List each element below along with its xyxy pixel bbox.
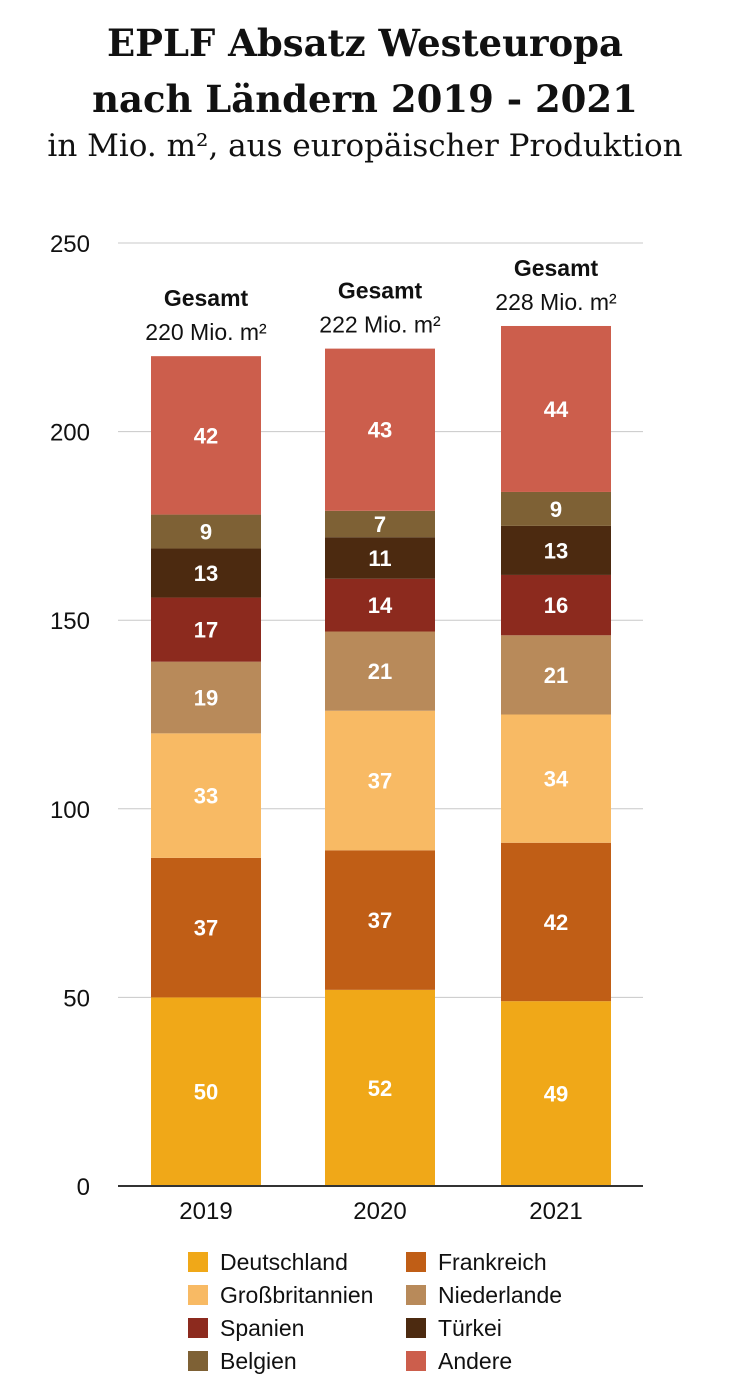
legend-swatch bbox=[406, 1284, 426, 1305]
data-label-2019-großbritannien: 33 bbox=[194, 784, 218, 809]
bar-2021-niederlande bbox=[501, 635, 611, 715]
bar-2019-türkei bbox=[151, 548, 261, 598]
legend-item-spanien: Spanien bbox=[188, 1312, 304, 1344]
legend-swatch bbox=[406, 1317, 426, 1338]
legend-swatch bbox=[188, 1251, 208, 1272]
data-label-2019-andere: 42 bbox=[194, 423, 218, 448]
data-label-2019-türkei: 13 bbox=[194, 561, 218, 586]
total-label-2021: Gesamt bbox=[514, 255, 599, 281]
data-label-2021-spanien: 16 bbox=[544, 593, 568, 618]
data-label-2019-spanien: 17 bbox=[194, 618, 218, 643]
data-label-2021-großbritannien: 34 bbox=[544, 767, 569, 792]
bar-2020-frankreich bbox=[325, 850, 435, 990]
data-label-2021-andere: 44 bbox=[544, 397, 569, 422]
legend-label: Spanien bbox=[220, 1315, 305, 1341]
bar-2019-andere bbox=[151, 356, 261, 515]
data-label-2020-niederlande: 21 bbox=[368, 659, 392, 684]
legend-label: Türkei bbox=[438, 1315, 502, 1341]
bar-2020-deutschland bbox=[325, 989, 435, 1186]
bar-2021-türkei bbox=[501, 525, 611, 575]
data-label-2021-niederlande: 21 bbox=[544, 663, 568, 688]
data-label-2020-andere: 43 bbox=[368, 418, 392, 443]
bar-2019-deutschland bbox=[151, 997, 261, 1186]
data-label-2019-frankreich: 37 bbox=[194, 916, 218, 941]
chart-title-line-2: nach Ländern 2019 - 2021 bbox=[92, 77, 638, 121]
legend-swatch bbox=[188, 1317, 208, 1338]
data-label-2021-deutschland: 49 bbox=[544, 1082, 568, 1107]
data-label-2021-türkei: 13 bbox=[544, 538, 568, 563]
legend-item-andere: Andere bbox=[406, 1345, 512, 1377]
legend-item-großbritannien: Großbritannien bbox=[188, 1279, 373, 1311]
data-label-2021-frankreich: 42 bbox=[544, 910, 568, 935]
x-tick-label-2021: 2021 bbox=[529, 1198, 582, 1225]
y-tick-label-100: 100 bbox=[50, 797, 90, 824]
total-value-2021: 228 Mio. m² bbox=[495, 289, 617, 315]
chart-title-line-1: EPLF Absatz Westeuropa bbox=[106, 21, 623, 65]
bar-2020-spanien bbox=[325, 578, 435, 632]
legend-swatch bbox=[188, 1350, 208, 1371]
data-label-2021-belgien: 9 bbox=[550, 497, 562, 522]
total-value-2019: 220 Mio. m² bbox=[145, 319, 267, 345]
legend-label: Andere bbox=[438, 1348, 513, 1374]
bar-2019-großbritannien bbox=[151, 733, 261, 858]
legend-label: Niederlande bbox=[438, 1282, 563, 1308]
bar-2021-andere bbox=[501, 325, 611, 492]
legend-label: Deutschland bbox=[220, 1249, 348, 1275]
bar-2020-niederlande bbox=[325, 631, 435, 711]
bar-2019-belgien bbox=[151, 514, 261, 549]
total-label-2020: Gesamt bbox=[338, 278, 423, 304]
data-label-2019-belgien: 9 bbox=[200, 520, 212, 545]
legend-item-deutschland: Deutschland bbox=[188, 1246, 348, 1278]
chart-subtitle: in Mio. m², aus europäischer Produktion bbox=[47, 128, 683, 164]
data-label-2019-niederlande: 19 bbox=[194, 686, 218, 711]
legend-swatch bbox=[188, 1284, 208, 1305]
legend-swatch bbox=[406, 1251, 426, 1272]
y-tick-label-250: 250 bbox=[50, 231, 90, 258]
data-label-2020-belgien: 7 bbox=[374, 512, 386, 537]
bar-2021-spanien bbox=[501, 574, 611, 636]
bar-2021-deutschland bbox=[501, 1001, 611, 1186]
bar-2020-andere bbox=[325, 348, 435, 511]
data-label-2020-spanien: 14 bbox=[368, 593, 393, 618]
data-label-2020-deutschland: 52 bbox=[368, 1076, 392, 1101]
legend-item-niederlande: Niederlande bbox=[406, 1279, 562, 1311]
total-value-2020: 222 Mio. m² bbox=[319, 312, 441, 338]
data-label-2019-deutschland: 50 bbox=[194, 1080, 218, 1105]
bar-2021-großbritannien bbox=[501, 714, 611, 843]
y-tick-label-200: 200 bbox=[50, 420, 90, 447]
legend-swatch bbox=[406, 1350, 426, 1371]
y-tick-label-150: 150 bbox=[50, 608, 90, 635]
legend-item-belgien: Belgien bbox=[188, 1345, 297, 1377]
y-tick-label-50: 50 bbox=[63, 985, 90, 1012]
bar-2019-niederlande bbox=[151, 661, 261, 734]
x-tick-label-2020: 2020 bbox=[353, 1198, 406, 1225]
total-label-2019: Gesamt bbox=[164, 285, 249, 311]
bar-2019-frankreich bbox=[151, 857, 261, 998]
legend-label: Belgien bbox=[220, 1348, 297, 1374]
legend-item-frankreich: Frankreich bbox=[406, 1246, 547, 1278]
y-tick-label-0: 0 bbox=[77, 1174, 90, 1201]
data-label-2020-frankreich: 37 bbox=[368, 908, 392, 933]
bar-2021-frankreich bbox=[501, 842, 611, 1002]
legend-label: Frankreich bbox=[438, 1249, 547, 1275]
x-tick-label-2019: 2019 bbox=[179, 1198, 232, 1225]
legend-item-türkei: Türkei bbox=[406, 1312, 502, 1344]
bar-2020-großbritannien bbox=[325, 710, 435, 851]
bar-2020-türkei bbox=[325, 537, 435, 579]
legend-label: Großbritannien bbox=[220, 1282, 374, 1308]
data-label-2020-großbritannien: 37 bbox=[368, 769, 392, 794]
data-label-2020-türkei: 11 bbox=[368, 546, 391, 571]
bar-2020-belgien bbox=[325, 510, 435, 538]
bar-2021-belgien bbox=[501, 491, 611, 526]
bar-2019-spanien bbox=[151, 597, 261, 662]
